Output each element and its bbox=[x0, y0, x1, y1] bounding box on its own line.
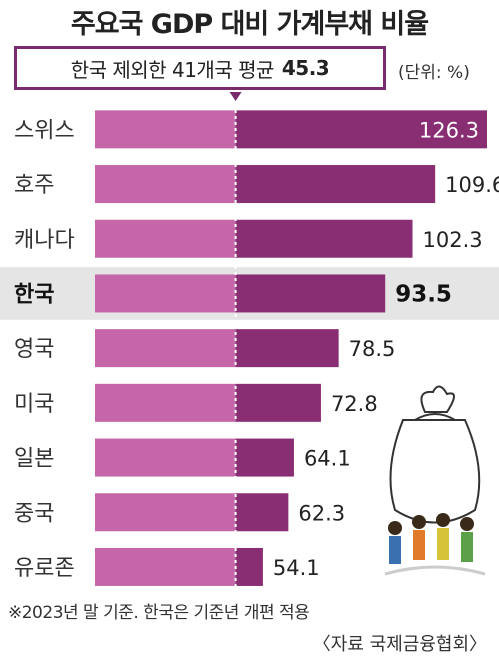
value-label: 109.6 bbox=[445, 173, 499, 197]
value-label: 102.3 bbox=[423, 228, 483, 252]
average-value: 45.3 bbox=[281, 56, 330, 80]
bar-below-average bbox=[95, 547, 236, 586]
bar-below-average bbox=[95, 329, 236, 368]
bar-below-average bbox=[95, 165, 236, 204]
bar-below-average bbox=[95, 274, 236, 313]
category-label: 한국 bbox=[14, 282, 54, 307]
bar-above-average bbox=[235, 438, 294, 477]
unit-label: (단위: %) bbox=[398, 63, 470, 83]
source-credit: 〈자료 국제금융협회〉 bbox=[312, 634, 487, 655]
bar-above-average bbox=[235, 219, 413, 258]
category-label: 미국 bbox=[14, 392, 54, 417]
category-label: 유로존 bbox=[14, 556, 75, 581]
value-label: 93.5 bbox=[395, 281, 452, 307]
bar-below-average bbox=[95, 438, 236, 477]
money-bag-illustration bbox=[384, 385, 486, 576]
bar-chart: 스위스 126.3 호주 109.6 캐나다 102.3 한국 93.5 영국 78.5 미국 72.… bbox=[0, 92, 499, 586]
value-label: 78.5 bbox=[349, 337, 396, 361]
bar-below-average bbox=[95, 110, 236, 149]
value-label: 62.3 bbox=[298, 501, 345, 525]
value-label: 64.1 bbox=[304, 447, 351, 471]
category-label: 영국 bbox=[14, 337, 54, 362]
category-label: 일본 bbox=[14, 447, 54, 472]
category-label: 호주 bbox=[14, 173, 54, 198]
bar-above-average bbox=[235, 274, 386, 313]
bar-above-average bbox=[235, 493, 289, 532]
category-label: 중국 bbox=[14, 501, 54, 526]
footnote: ※2023년 말 기준. 한국은 기준년 개편 적용 bbox=[8, 603, 310, 623]
average-label: 한국 제외한 41개국 평균 bbox=[70, 57, 275, 82]
bar-above-average bbox=[235, 110, 487, 149]
bar-above-average bbox=[235, 165, 436, 204]
bar-below-average bbox=[95, 493, 236, 532]
value-label: 54.1 bbox=[273, 556, 320, 580]
bar-below-average bbox=[95, 219, 236, 258]
chart-title: 주요국 GDP 대비 가계부채 비율 bbox=[70, 9, 429, 40]
category-label: 캐나다 bbox=[14, 228, 75, 253]
average-callout: 한국 제외한 41개국 평균 45.3 bbox=[14, 46, 386, 90]
bar-above-average bbox=[235, 329, 339, 368]
bar-below-average bbox=[95, 383, 236, 422]
bar-above-average bbox=[235, 547, 263, 586]
bar-above-average bbox=[235, 383, 321, 422]
value-label: 72.8 bbox=[331, 392, 378, 416]
category-label: 스위스 bbox=[14, 118, 75, 143]
average-pointer bbox=[229, 92, 242, 101]
value-label: 126.3 bbox=[419, 118, 479, 142]
